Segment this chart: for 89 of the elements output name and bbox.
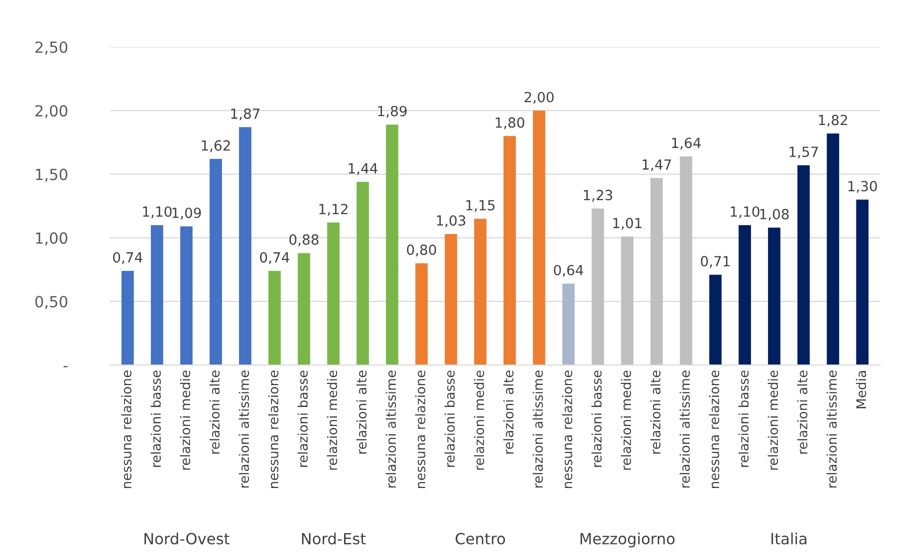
x-tick-label: relazioni altissime <box>238 370 250 488</box>
bar <box>592 208 604 365</box>
x-tick-label: relazioni basse <box>591 370 602 467</box>
bar <box>298 253 310 365</box>
x-tick-label: relazioni altissime <box>826 370 837 488</box>
x-tick-label: relazioni medie <box>768 370 778 470</box>
data-label: 1,03 <box>436 215 466 228</box>
bar <box>621 236 634 365</box>
x-tick-label: relazioni altissime <box>680 370 690 488</box>
data-label: 1,08 <box>760 208 789 221</box>
data-label: 1,57 <box>790 146 818 158</box>
x-tick-label: nessuna relazione <box>415 370 426 488</box>
bar <box>768 228 780 365</box>
x-tick-label: relazioni alte <box>503 370 514 454</box>
bar <box>738 225 751 365</box>
text: Nord-Ovest <box>144 532 230 544</box>
x-tick-label: nessuna relazione <box>562 370 572 488</box>
x-tick-label: relazioni basse <box>444 370 455 467</box>
bar <box>210 158 222 365</box>
data-label: 0,88 <box>289 234 318 246</box>
bar <box>474 218 486 365</box>
data-label: 1,87 <box>231 108 260 120</box>
x-tick-label: relazioni medie <box>474 370 484 470</box>
data-label: 0,74 <box>260 252 290 264</box>
x-tick-label: nessuna relazione <box>709 370 720 488</box>
y-tick-label: 1,00 <box>36 232 68 246</box>
x-tick-label: relazioni alte <box>209 370 220 454</box>
x-tick-label: relazioni medie <box>180 370 190 470</box>
x-tick-label: relazioni altissime <box>532 370 543 488</box>
bar <box>180 226 193 365</box>
bar <box>797 165 810 365</box>
data-label: 1,82 <box>819 114 848 127</box>
bar <box>268 270 281 365</box>
text: Mezzogiorno <box>580 532 675 548</box>
data-label: 1,44 <box>348 163 378 176</box>
data-label: 1,64 <box>672 138 701 150</box>
data-label: 0,64 <box>554 264 584 277</box>
bar <box>562 284 575 365</box>
text: Nord-Est <box>302 532 366 544</box>
data-label: 1,30 <box>848 180 877 193</box>
data-label: 1,47 <box>642 159 671 172</box>
y-tick-label: - <box>64 366 68 368</box>
x-tick-label: nessuna relazione <box>121 370 132 488</box>
x-tick-label: nessuna relazione <box>268 370 278 488</box>
bar <box>680 156 692 365</box>
data-label: 0,74 <box>113 252 142 264</box>
text: Italia <box>772 532 806 544</box>
data-label: 0,71 <box>700 256 730 268</box>
data-label: 2,00 <box>524 92 554 104</box>
x-tick-label: relazioni medie <box>620 370 632 470</box>
data-label: 0,80 <box>406 244 436 256</box>
bar <box>356 182 369 365</box>
x-tick-label: Media <box>856 371 866 408</box>
y-tick-label: 2,50 <box>35 41 68 55</box>
x-tick-label: relazioni altissime <box>386 370 396 488</box>
bar <box>121 270 134 365</box>
x-tick-label: relazioni medie <box>326 370 338 470</box>
data-label: 1,15 <box>466 200 495 212</box>
bar <box>826 133 840 365</box>
x-tick-label: relazioni basse <box>298 370 308 467</box>
data-label: 1,89 <box>378 106 407 118</box>
x-tick-label: relazioni basse <box>150 370 161 467</box>
y-tick-label: 1,50 <box>36 168 68 182</box>
bar <box>386 124 398 365</box>
data-label: 1,09 <box>172 208 201 220</box>
data-label: 1,10 <box>730 206 760 218</box>
x-tick-label: relazioni alte <box>356 370 367 454</box>
bar <box>856 200 869 365</box>
bar <box>415 263 428 365</box>
text: Centro <box>456 532 505 544</box>
data-label: 1,12 <box>319 204 348 216</box>
bar <box>444 234 458 365</box>
x-tick-label: relazioni alte <box>650 370 660 454</box>
data-label: 1,80 <box>496 117 524 130</box>
bar <box>532 110 546 365</box>
bar <box>650 178 663 365</box>
bar <box>239 127 252 365</box>
bar <box>150 225 164 365</box>
y-tick-label: 2,00 <box>35 105 68 118</box>
data-label: 1,62 <box>202 140 230 152</box>
bar <box>504 136 516 365</box>
data-label: 1,23 <box>584 190 612 202</box>
y-tick-label: 0,50 <box>35 296 68 309</box>
data-label: 1,10 <box>143 206 172 218</box>
bar <box>709 274 722 365</box>
data-label: 1,01 <box>613 218 642 230</box>
x-tick-label: relazioni alte <box>797 370 808 454</box>
x-tick-label: relazioni basse <box>738 370 749 467</box>
bar <box>327 222 340 365</box>
